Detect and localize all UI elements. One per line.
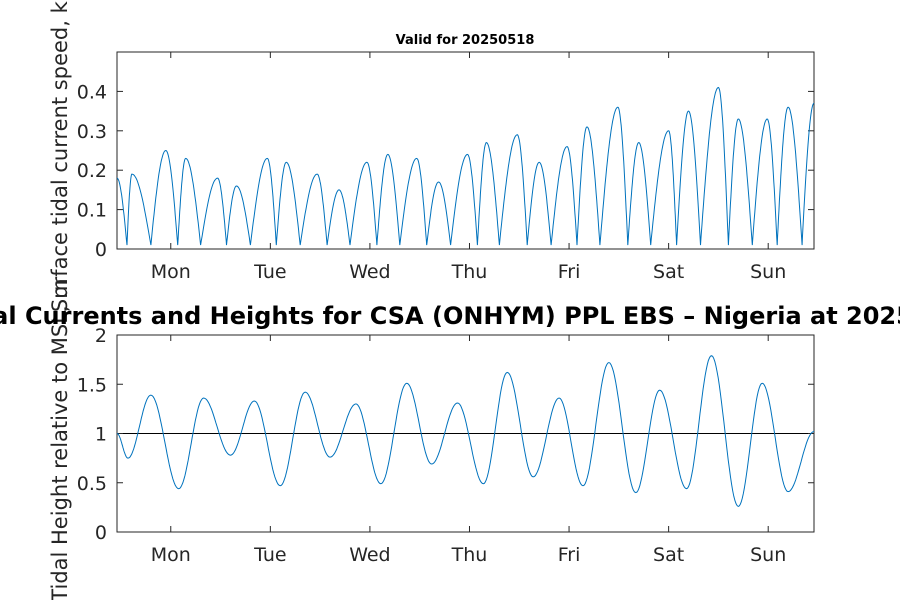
current-speed-y-tick-label: 0.3 [77, 121, 107, 143]
tidal-height-y-ticks: 0 0.5 1 1.5 2 [77, 325, 814, 544]
tidal-height-x-tick-label: Fri [558, 544, 581, 566]
current-speed-y-tick-label: 0.4 [77, 81, 107, 103]
current-speed-y-tick-label: 0 [95, 239, 107, 261]
tidal-height-x-tick-label: Mon [151, 544, 191, 566]
tidal-height-y-tick-label: 2 [95, 325, 107, 347]
tidal-height-x-ticks: Mon Tue Wed Thu Fri Sat Sun [151, 335, 786, 566]
current-speed-x-tick-label: Wed [349, 261, 390, 283]
current-speed-axes: Valid for 20250518 0 0.1 0.2 0.3 0.4 Mon Tue W… [77, 33, 815, 283]
current-speed-x-ticks: Mon Tue Wed Thu Fri Sat Sun [151, 52, 786, 283]
tidal-height-series-line [116, 355, 815, 507]
tidal-height-y-axis-label: Tidal Height relative to MSL, m [48, 278, 72, 600]
figure-main-title: Tidal Currents and Heights for CSA (ONHY… [0, 302, 900, 330]
current-speed-y-axis-label: Surface tidal current speed, kn [48, 0, 72, 312]
tidal-height-y-tick-label: 1.5 [77, 374, 107, 396]
current-speed-x-tick-label: Sat [653, 261, 684, 283]
current-speed-x-tick-label: Thu [451, 261, 488, 283]
current-speed-series-line [116, 86, 815, 246]
current-speed-x-tick-label: Sun [750, 261, 786, 283]
tidal-height-y-tick-label: 1 [95, 424, 107, 446]
tidal-height-x-tick-label: Wed [349, 544, 390, 566]
current-speed-x-tick-label: Tue [253, 261, 286, 283]
current-speed-x-tick-label: Fri [558, 261, 581, 283]
tidal-height-y-tick-label: 0.5 [77, 473, 107, 495]
tidal-height-axes: 0 0.5 1 1.5 2 Mon Tue Wed Thu Fri Sat Sun [77, 325, 815, 566]
current-speed-y-tick-label: 0.1 [77, 200, 107, 222]
tidal-height-x-tick-label: Tue [253, 544, 286, 566]
current-speed-y-ticks: 0 0.1 0.2 0.3 0.4 [77, 81, 814, 261]
current-speed-chart-title: Valid for 20250518 [396, 33, 535, 48]
current-speed-x-tick-label: Mon [151, 261, 191, 283]
tidal-height-x-tick-label: Sat [653, 544, 684, 566]
tidal-height-x-tick-label: Sun [750, 544, 786, 566]
tidal-height-x-tick-label: Thu [451, 544, 488, 566]
current-speed-y-tick-label: 0.2 [77, 160, 107, 182]
current-speed-plot-area [116, 51, 815, 250]
tidal-height-y-tick-label: 0 [95, 522, 107, 544]
